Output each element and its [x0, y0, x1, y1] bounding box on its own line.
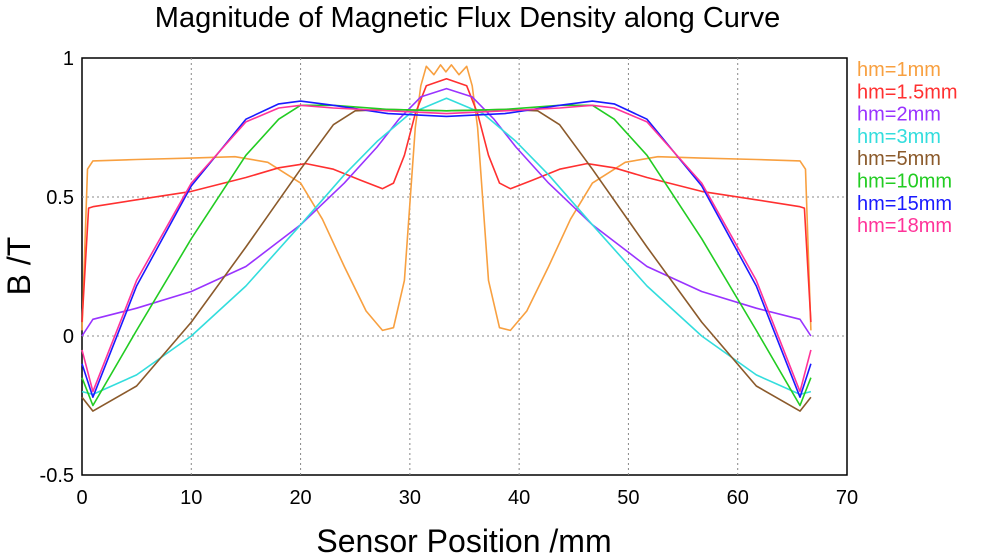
x-tick-label: 10	[180, 487, 202, 509]
x-tick-label: 40	[508, 487, 530, 509]
legend-entry: hm=10mm	[857, 171, 952, 193]
legend-entry: hm=3mm	[857, 126, 941, 148]
x-tick-labels: 0 10 20 30 40 50 60 70	[76, 487, 858, 509]
x-tick-label: 50	[617, 487, 639, 509]
x-tick-label: 70	[836, 487, 858, 509]
x-tick-label: 0	[76, 487, 87, 509]
y-tick-label: 0.5	[46, 187, 74, 209]
legend-entry: hm=5mm	[857, 148, 941, 170]
series-line-hm-18mm	[81, 104, 812, 393]
series-line-hm-3mm	[81, 97, 812, 396]
y-tick-label: 0	[63, 326, 74, 348]
x-tick-label: 30	[399, 487, 421, 509]
series-lines	[81, 64, 812, 412]
series-line-hm-1mm	[81, 64, 812, 332]
series-line-hm-2mm	[81, 87, 812, 337]
series-line-hm-15mm	[81, 100, 812, 399]
plot-area	[81, 57, 848, 476]
y-tick-labels: -0.5 0 0.5 1	[40, 48, 74, 487]
legend-entry: hm=2mm	[857, 104, 941, 126]
y-axis-label: B /T	[1, 237, 37, 296]
x-tick-label: 20	[289, 487, 311, 509]
series-line-hm-1.5mm	[81, 78, 812, 323]
legend-entry: hm=1.5mm	[857, 81, 958, 103]
legend-entry: hm=18mm	[857, 215, 952, 237]
y-tick-label: -0.5	[40, 465, 74, 487]
legend-entry: hm=15mm	[857, 193, 952, 215]
series-line-hm-10mm	[81, 104, 812, 407]
y-tick-label: 1	[63, 48, 74, 70]
x-tick-label: 60	[727, 487, 749, 509]
legend: hm=1mmhm=1.5mmhm=2mmhm=3mmhm=5mmhm=10mmh…	[857, 59, 958, 237]
x-axis-label: Sensor Position /mm	[316, 523, 611, 558]
chart-title: Magnitude of Magnetic Flux Density along…	[154, 2, 781, 34]
legend-entry: hm=1mm	[857, 59, 941, 81]
